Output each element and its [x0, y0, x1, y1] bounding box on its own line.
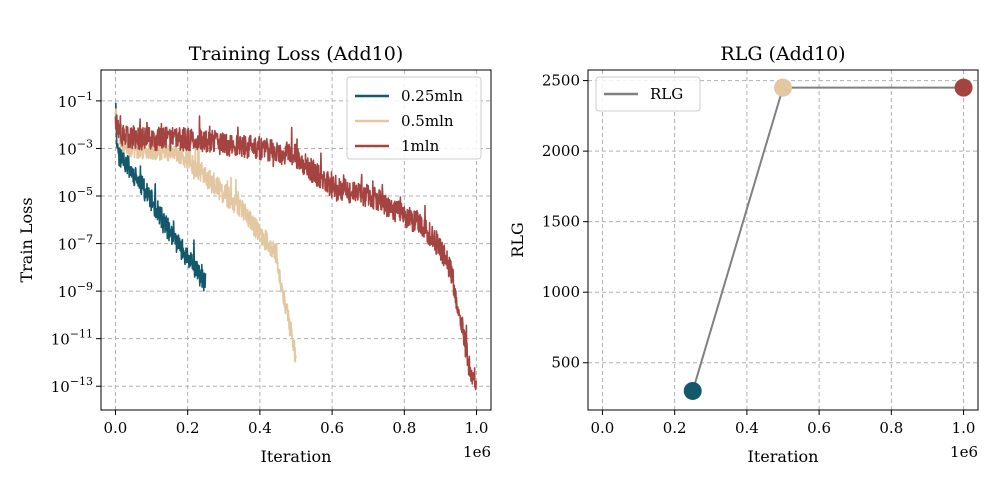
rlg-gridlines: [588, 70, 978, 410]
rlg-x-ticks: 0.0 0.2 0.4 0.6 0.8 1.0: [591, 410, 976, 437]
rlg-x-tick-label: 0.2: [663, 419, 687, 437]
rlg-x-tick-label: 0.6: [807, 419, 831, 437]
loss-series-1mln: [114, 114, 478, 391]
loss-chart-title: Training Loss (Add10): [189, 43, 404, 65]
rlg-y-ticks: 500 1000 1500 2000 2500: [542, 72, 588, 372]
loss-x-tick-label: 0.8: [392, 419, 416, 437]
loss-y-tick-label: 10−7: [58, 233, 93, 254]
loss-y-tick-label: 10−3: [58, 137, 93, 158]
loss-series-0.25mln: [114, 102, 207, 292]
loss-panel: Training Loss (Add10) 0.0 0.2 0.4 0.6 0.8 1.0…: [17, 43, 492, 466]
rlg-series-group: [683, 78, 973, 400]
rlg-y-axis-label: RLG: [508, 222, 527, 257]
loss-x-offset-label: 1e6: [463, 443, 491, 461]
rlg-y-tick-label: 2000: [542, 142, 580, 160]
loss-x-tick-label: 0.4: [248, 419, 272, 437]
loss-x-axis-label: Iteration: [261, 447, 332, 466]
rlg-panel: RLG (Add10) 0.0 0.2 0.4 0.6 0.8 1.0 500 1000 15…: [508, 43, 979, 466]
rlg-x-tick-label: 0.0: [591, 419, 615, 437]
loss-y-tick-label: 10−13: [51, 375, 93, 396]
rlg-y-tick-label: 1500: [542, 213, 580, 231]
legend-label-0.5mln: 0.5mln: [401, 112, 454, 130]
loss-x-ticks: 0.0 0.2 0.4 0.6 0.8 1.0: [104, 410, 489, 437]
rlg-x-axis-label: Iteration: [748, 447, 819, 466]
loss-plot-frame: [100, 69, 492, 411]
loss-x-tick-label: 0.6: [320, 419, 344, 437]
rlg-plot-frame: [587, 69, 979, 411]
rlg-point-marker: [683, 381, 702, 400]
rlg-point-marker: [954, 78, 973, 97]
loss-y-tick-label: 10−1: [58, 90, 93, 111]
legend-label-0.25mln: 0.25mln: [401, 87, 463, 105]
loss-legend-box: [346, 76, 482, 160]
loss-y-tick-label: 10−11: [51, 328, 93, 349]
loss-y-ticks: 10−1 10−3 10−5 10−7 10−9 10−11 10−13: [51, 90, 101, 396]
rlg-series-line: [691, 86, 964, 392]
loss-y-tick-label: 10−9: [58, 280, 93, 301]
rlg-y-tick-label: 500: [551, 354, 580, 372]
rlg-point-marker: [774, 78, 792, 97]
loss-y-axis-label: Train Loss: [17, 197, 36, 282]
rlg-y-tick-label: 2500: [542, 72, 580, 90]
legend-label-rlg: RLG: [650, 85, 683, 103]
rlg-x-tick-label: 1.0: [952, 419, 976, 437]
rlg-x-tick-label: 0.4: [735, 419, 759, 437]
rlg-legend: RLG: [595, 76, 701, 112]
rlg-x-tick-label: 0.8: [879, 419, 903, 437]
loss-series-group: [114, 102, 478, 391]
rlg-y-tick-label: 1000: [542, 283, 580, 301]
legend-label-1mln: 1mln: [401, 137, 440, 155]
loss-x-tick-label: 1.0: [465, 419, 489, 437]
loss-x-tick-label: 0.2: [176, 419, 200, 437]
loss-series-0.5mln: [114, 108, 297, 363]
rlg-chart-title: RLG (Add10): [720, 43, 845, 65]
rlg-x-offset-label: 1e6: [950, 443, 978, 461]
rlg-legend-box: [595, 76, 701, 112]
loss-y-tick-label: 10−5: [58, 185, 93, 206]
loss-legend: 0.25mln 0.5mln 1mln: [346, 76, 482, 160]
loss-x-tick-label: 0.0: [104, 419, 128, 437]
